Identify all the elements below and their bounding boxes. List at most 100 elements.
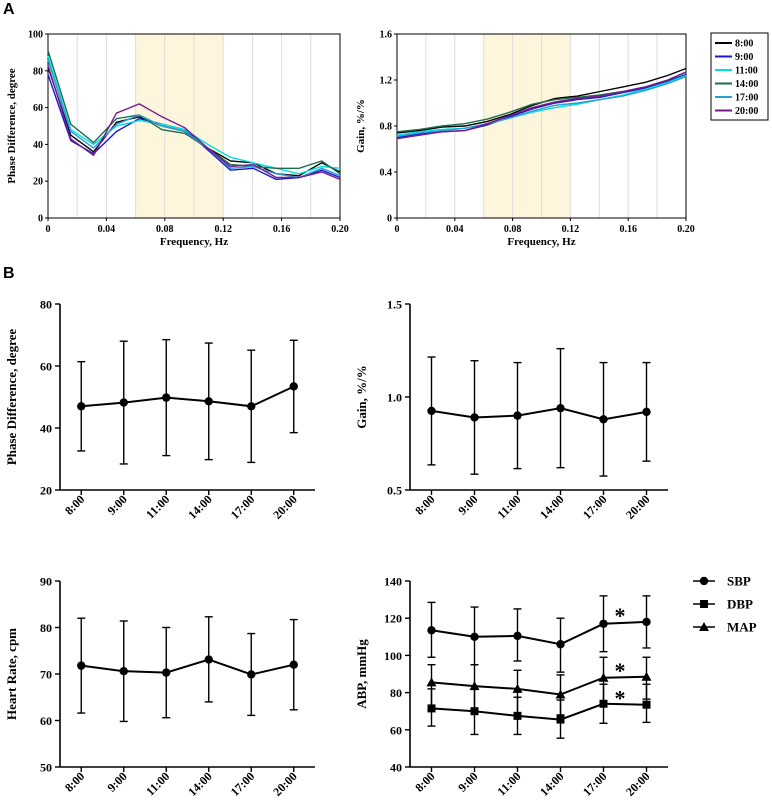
data-point-phase-difference	[119, 398, 128, 407]
legend-label: 14:00	[735, 79, 758, 90]
data-point-dbp	[599, 699, 608, 708]
x-tick-label: 0	[46, 224, 51, 235]
y-tick-label: 80	[40, 298, 52, 312]
data-point-map	[512, 683, 523, 693]
x-tick-label: 0.20	[677, 224, 695, 235]
data-point-heart-rate	[247, 670, 256, 679]
series-line-map	[431, 675, 647, 696]
x-tick-label: 9:00	[455, 769, 480, 794]
y-tick-label: 80	[33, 66, 43, 77]
x-tick-label: 0.04	[98, 224, 116, 235]
data-point-sbp	[599, 619, 608, 628]
x-tick-label: 0	[395, 224, 400, 235]
y-tick-label: 90	[40, 575, 52, 589]
data-point-map	[469, 681, 480, 691]
x-tick-label: 14:00	[185, 492, 215, 522]
data-point-phase-difference	[289, 382, 298, 391]
significance-star: *	[615, 658, 626, 683]
x-axis-title: Frequency, Hz	[507, 236, 575, 248]
x-tick-label: 0.12	[562, 224, 580, 235]
x-tick-label: 8:00	[62, 492, 87, 517]
data-point-sbp	[470, 632, 479, 641]
panel-label-a: A	[3, 1, 15, 18]
data-point-heart-rate	[119, 667, 128, 676]
data-point-sbp	[642, 617, 651, 627]
x-tick-label: 8:00	[412, 769, 437, 794]
y-tick-label: 0	[38, 214, 43, 225]
y-axis-title: Phase Difference, degree	[4, 329, 19, 466]
x-tick-label: 0.16	[619, 224, 637, 235]
data-point-map	[641, 671, 652, 681]
legend-label: DBP	[727, 597, 753, 612]
series-line-1400	[47, 50, 341, 175]
significance-star: *	[615, 686, 626, 711]
y-tick-label: 1.0	[387, 391, 402, 405]
data-point-heart-rate	[204, 655, 213, 664]
legend-label: 17:00	[735, 93, 758, 104]
x-tick-label: 11:00	[494, 492, 523, 521]
y-tick-label: 140	[384, 575, 402, 589]
y-tick-label: 60	[40, 714, 52, 728]
y-tick-label: 100	[384, 649, 402, 663]
series-line-1700	[396, 75, 687, 138]
x-tick-label: 9:00	[104, 492, 129, 517]
x-tick-label: 0.08	[504, 224, 522, 235]
y-tick-label: 60	[390, 723, 402, 737]
x-tick-label: 14:00	[537, 769, 567, 799]
chart-abp-by-time: 40 60 80 100 120 140 8:00 9:00 11:00 14:00 17:00 20…	[354, 575, 668, 799]
y-axis-title: Heart Rate, cpm	[4, 628, 19, 720]
x-tick-label: 11:00	[143, 769, 172, 798]
y-tick-label: 60	[33, 103, 43, 114]
series-line-heart-rate	[81, 658, 295, 676]
legend-label: MAP	[727, 620, 757, 635]
plot-frame	[47, 33, 341, 219]
x-tick-label: 0.08	[156, 224, 174, 235]
data-point-map	[426, 677, 437, 687]
y-axis-title: Gain, %/%	[354, 365, 369, 429]
data-point-gain	[470, 413, 479, 422]
y-tick-label: 20	[40, 484, 52, 498]
y-tick-label: 80	[40, 621, 52, 635]
y-tick-label: 1.2	[380, 76, 393, 87]
data-point-gain	[513, 411, 522, 420]
data-point-sbp	[556, 640, 565, 649]
y-tick-label: 60	[40, 360, 52, 374]
chart-gain-by-time: 0.5 1.0 1.5 8:00 9:00 11:00 14:00 17:00 20:00 Gai…	[354, 298, 668, 522]
x-tick-label: 0.20	[331, 224, 349, 235]
frequency-legend: 8:00 9:00 11:00 14:00 17:00 20:00	[710, 32, 769, 121]
y-tick-label: 0.8	[380, 122, 393, 133]
y-tick-label: 1.5	[387, 298, 402, 312]
x-tick-label: 17:00	[228, 492, 258, 522]
legend-marker-map	[699, 622, 709, 631]
y-axis-title: ABP, mmHg	[354, 639, 369, 709]
x-tick-label: 9:00	[104, 769, 129, 794]
legend-marker-dbp	[700, 600, 708, 608]
series-line-dbp	[431, 702, 647, 721]
data-point-phase-difference	[204, 397, 213, 406]
y-tick-label: 40	[33, 140, 43, 151]
x-tick-label: 17:00	[580, 769, 610, 799]
y-tick-label: 80	[390, 686, 402, 700]
chart-phase-vs-frequency: 0 20 40 60 80 100 0 0.04 0.08 0.12 0.16 0.20 Frequen…	[6, 30, 349, 249]
x-tick-label: 14:00	[537, 492, 567, 522]
abp-legend: SBP DBP MAP	[693, 574, 757, 635]
y-tick-label: 120	[384, 612, 402, 626]
y-tick-label: 20	[33, 177, 43, 188]
chart-phase-by-time: 20 40 60 80 8:00 9:00 11:00 14:00 17:00 20:00 Phas…	[4, 298, 315, 522]
data-point-gain	[556, 403, 565, 413]
x-tick-label: 17:00	[228, 769, 258, 799]
shaded-frequency-band	[135, 34, 224, 218]
data-point-sbp	[513, 631, 522, 641]
y-tick-label: 40	[390, 761, 402, 775]
data-point-dbp	[513, 711, 522, 720]
x-tick-label: 8:00	[62, 769, 87, 794]
x-tick-label: 0.16	[273, 224, 291, 235]
y-tick-label: 100	[28, 30, 43, 41]
x-tick-label: 9:00	[455, 492, 480, 517]
chart-gain-vs-frequency: 0 0.4 0.8 1.2 1.6 0 0.04 0.08 0.12 0.16 0.20 Freque…	[355, 30, 695, 249]
x-axis-title: Frequency, Hz	[160, 236, 228, 248]
series-line-gain	[431, 407, 647, 421]
x-tick-label: 14:00	[185, 769, 215, 799]
series-line-sbp	[431, 620, 647, 646]
